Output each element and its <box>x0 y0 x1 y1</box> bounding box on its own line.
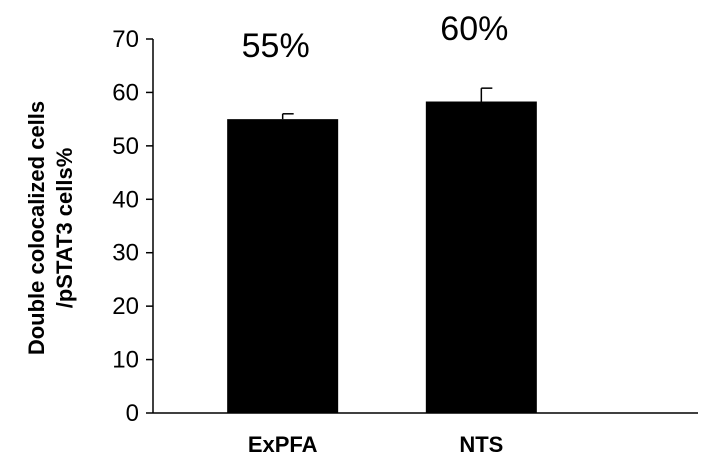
bar <box>425 101 537 414</box>
x-tick-labels: ExPFA NTS <box>248 432 504 457</box>
y-tick-label: 40 <box>112 186 139 213</box>
y-tick-label: 0 <box>126 400 139 427</box>
data-label: 55% <box>242 27 310 65</box>
y-tick-label: 10 <box>112 347 139 374</box>
y-tick-label: 20 <box>112 293 139 320</box>
y-axis-label: Double colocalized cells /pSTAT3 cells% <box>24 101 77 355</box>
y-axis-label-line-1: Double colocalized cells <box>24 101 49 355</box>
bars <box>227 101 537 414</box>
bar <box>227 119 339 414</box>
y-tick-label: 70 <box>112 26 139 53</box>
error-bars <box>281 87 493 120</box>
y-tick-label: 30 <box>112 240 139 267</box>
x-tick-label: NTS <box>459 432 503 457</box>
x-tick-label: ExPFA <box>248 432 318 457</box>
data-label: 60% <box>440 10 508 48</box>
data-labels: 55% 60% <box>242 10 509 65</box>
y-tick-label: 50 <box>112 133 139 160</box>
y-tick-label: 60 <box>112 79 139 106</box>
y-axis-label-line-2: /pSTAT3 cells% <box>52 148 77 309</box>
y-ticks: 0 10 20 30 40 50 60 70 <box>112 26 153 427</box>
